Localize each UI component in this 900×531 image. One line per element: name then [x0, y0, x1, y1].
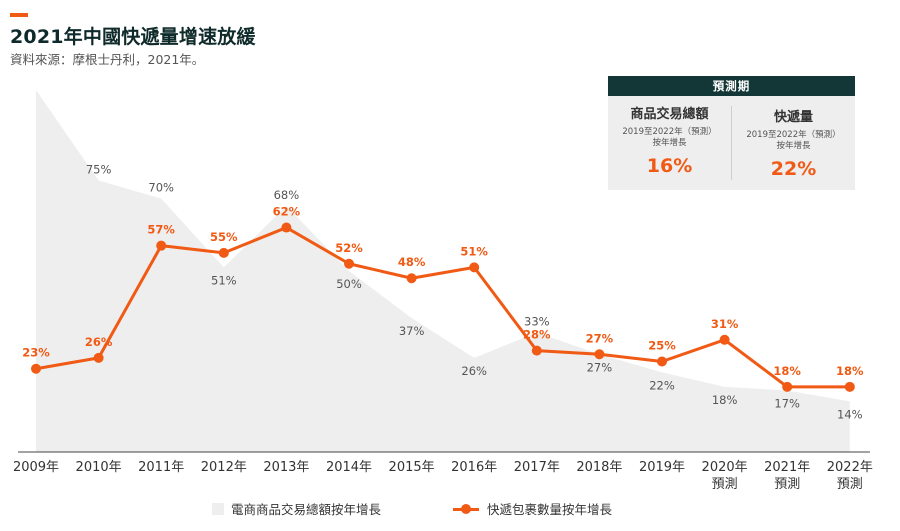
- x-tick-label: 2017年: [514, 460, 560, 475]
- forecast-col-metric: 按年增長: [652, 138, 687, 148]
- forecast-col-subtitle: 2019至2022年（預測） 按年增長: [732, 130, 855, 152]
- legend-swatch-line: [453, 503, 479, 515]
- x-tick-label: 2012年: [201, 460, 247, 475]
- x-tick-label: 2022年預測: [827, 460, 873, 492]
- gmv-growth-label: 68%: [274, 188, 300, 202]
- gmv-growth-label: 37%: [399, 324, 425, 338]
- parcel-growth-point: [344, 258, 354, 269]
- forecast-col-title: 快遞量: [773, 110, 813, 125]
- parcel-growth-label: 18%: [836, 364, 864, 378]
- accent-bar: [10, 13, 28, 17]
- parcel-growth-point: [218, 247, 229, 258]
- parcel-growth-line: [35, 226, 850, 389]
- parcel-growth-label: 51%: [460, 244, 488, 258]
- parcel-growth-point: [844, 381, 855, 392]
- forecast-col-gmv: 商品交易總額 2019至2022年（預測） 按年增長 16%: [608, 96, 731, 190]
- source-note: 資料來源：摩根士丹利，2021年。: [10, 52, 205, 67]
- parcel-growth-label: 48%: [398, 255, 426, 269]
- forecast-col-title: 商品交易總額: [630, 107, 709, 122]
- parcel-growth-label: 26%: [85, 335, 113, 349]
- parcel-growth-label: 27%: [586, 331, 614, 345]
- gmv-growth-area: [36, 90, 850, 452]
- forecast-col-value: 16%: [646, 155, 693, 177]
- legend-swatch-area: [212, 502, 224, 515]
- parcel-growth-point: [531, 345, 542, 356]
- parcel-growth-point: [156, 240, 167, 251]
- parcel-growth-point: [594, 349, 605, 360]
- forecast-col-period: 2019至2022年（預測）: [746, 130, 841, 140]
- gmv-growth-label: 17%: [774, 396, 800, 410]
- parcel-growth-point: [406, 273, 417, 284]
- parcel-growth-point: [31, 363, 41, 374]
- gmv-growth-label: 75%: [86, 163, 112, 177]
- x-tick-label: 2020年預測: [702, 460, 748, 492]
- x-tick-label: 2014年: [326, 460, 372, 475]
- forecast-col-value: 22%: [770, 158, 817, 180]
- forecast-col-metric: 按年增長: [776, 141, 811, 151]
- parcel-growth-point: [719, 334, 730, 345]
- forecast-col-subtitle: 2019至2022年（預測） 按年增長: [608, 127, 731, 149]
- page-title: 2021年中國快遞量增速放緩: [10, 26, 256, 48]
- gmv-growth-label: 70%: [148, 181, 174, 195]
- parcel-growth-point: [782, 381, 793, 392]
- forecast-col-period: 2019至2022年（預測）: [622, 127, 717, 137]
- parcel-growth-point: [469, 262, 480, 273]
- forecast-box: 預測期 商品交易總額 2019至2022年（預測） 按年增長 16% 快遞量 2…: [608, 76, 855, 190]
- legend-label-gmv: 電商商品交易總額按年增長: [231, 502, 382, 517]
- gmv-growth-label: 14%: [837, 407, 863, 421]
- parcel-growth-label: 55%: [210, 230, 238, 244]
- parcel-growth-point: [657, 356, 667, 367]
- parcel-growth-label: 28%: [523, 328, 551, 342]
- gmv-growth-label: 22%: [649, 378, 675, 392]
- x-tick-label: 2009年: [13, 460, 59, 475]
- x-tick-label: 2010年: [76, 460, 122, 475]
- parcel-growth-label: 31%: [711, 317, 739, 331]
- parcel-growth-label: 23%: [22, 346, 50, 360]
- x-tick-label: 2018年: [576, 460, 622, 475]
- parcel-growth-label: 57%: [147, 223, 175, 237]
- forecast-col-parcels: 快遞量 2019至2022年（預測） 按年增長 22%: [731, 106, 855, 180]
- x-tick-label: 2019年: [639, 460, 685, 475]
- x-tick-label: 2015年: [389, 460, 435, 475]
- x-tick-label: 2011年: [138, 460, 184, 475]
- gmv-growth-label: 26%: [461, 364, 487, 378]
- forecast-box-header: 預測期: [608, 76, 855, 96]
- gmv-growth-label: 51%: [211, 273, 237, 287]
- gmv-growth-label: 27%: [587, 360, 613, 374]
- gmv-growth-label: 33%: [524, 315, 550, 329]
- parcel-growth-point: [93, 352, 104, 363]
- gmv-growth-label: 18%: [712, 393, 738, 407]
- parcel-growth-label: 62%: [273, 205, 301, 219]
- legend-item-gmv: 電商商品交易總額按年增長: [212, 499, 381, 518]
- parcel-growth-label: 25%: [648, 339, 676, 353]
- parcel-growth-label: 18%: [773, 364, 801, 378]
- parcel-growth-label: 52%: [335, 241, 363, 255]
- x-tick-label: 2021年預測: [764, 460, 810, 492]
- legend-label-parcels: 快遞包裹數量按年增長: [487, 502, 613, 517]
- parcel-growth-point: [281, 222, 292, 233]
- gmv-growth-label: 50%: [336, 277, 362, 291]
- x-tick-label: 2016年: [451, 460, 497, 475]
- x-tick-label: 2013年: [263, 460, 309, 475]
- legend-item-parcels: 快遞包裹數量按年增長: [453, 499, 612, 518]
